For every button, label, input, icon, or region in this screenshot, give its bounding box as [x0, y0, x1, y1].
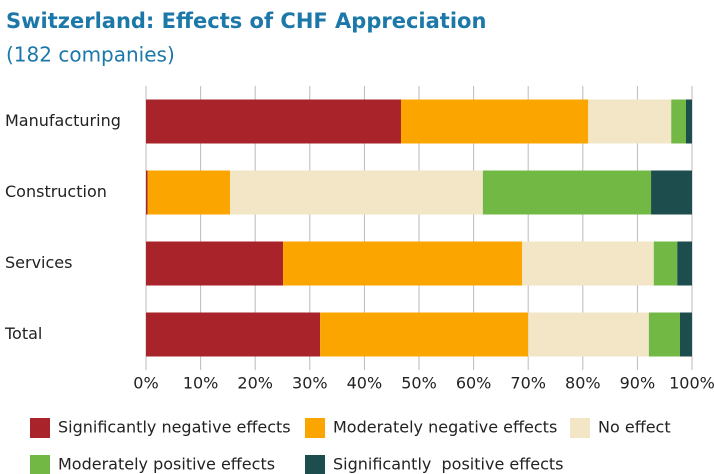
- bar-segment: [230, 170, 483, 215]
- chart-title: Switzerland: Effects of CHF Appreciation: [6, 9, 486, 33]
- bar-segment: [588, 99, 672, 144]
- legend-label: No effect: [598, 418, 671, 437]
- x-tick-label: 0%: [133, 374, 158, 393]
- legend-label: Moderately negative effects: [333, 418, 557, 437]
- x-tick-label: 30%: [292, 374, 328, 393]
- bars: Manufacturing Construction Services Total: [4, 99, 692, 357]
- bar-segment: [283, 241, 523, 286]
- bar-segment: [685, 99, 692, 144]
- bar-segment: [146, 312, 321, 357]
- x-tick-label: 60%: [456, 374, 492, 393]
- bar-segment: [528, 312, 649, 357]
- y-tick-label: Total: [4, 324, 42, 343]
- bar-segment: [146, 241, 284, 286]
- bar-segment: [651, 170, 692, 215]
- legend-swatch: [570, 418, 590, 438]
- bar-segment: [400, 99, 589, 144]
- bar-segment: [679, 312, 692, 357]
- legend-label: Significantly positive effects: [333, 455, 563, 474]
- y-tick-label: Construction: [5, 182, 107, 201]
- x-tick-label: 100%: [669, 374, 714, 393]
- legend-swatch: [30, 418, 50, 438]
- x-tick-label: 10%: [183, 374, 219, 393]
- legend-swatch: [30, 455, 50, 474]
- y-tick-label: Manufacturing: [5, 111, 121, 130]
- x-tick-label: 80%: [565, 374, 601, 393]
- bar-segment: [648, 312, 680, 357]
- bar-segment: [671, 99, 686, 144]
- bar-segment: [522, 241, 654, 286]
- x-tick-label: 70%: [510, 374, 546, 393]
- legend-swatch: [305, 455, 325, 474]
- legend-label: Moderately positive effects: [58, 455, 275, 474]
- bar-segment: [482, 170, 652, 215]
- legend-swatch: [305, 418, 325, 438]
- legend: Significantly negative effects Moderately…: [30, 418, 671, 474]
- x-tick-label: 20%: [237, 374, 273, 393]
- legend-label: Significantly negative effects: [58, 418, 291, 437]
- bar-segment: [147, 170, 231, 215]
- x-tick-label: 40%: [347, 374, 383, 393]
- y-tick-label: Services: [5, 253, 72, 272]
- bar-segment: [320, 312, 529, 357]
- bar-segment: [146, 99, 401, 144]
- bar-segment: [146, 170, 148, 215]
- bar-segment: [677, 241, 692, 286]
- bar-segment: [653, 241, 678, 286]
- x-tick-label: 90%: [620, 374, 656, 393]
- x-tick-label: 50%: [401, 374, 437, 393]
- chart-subtitle: (182 companies): [6, 43, 175, 67]
